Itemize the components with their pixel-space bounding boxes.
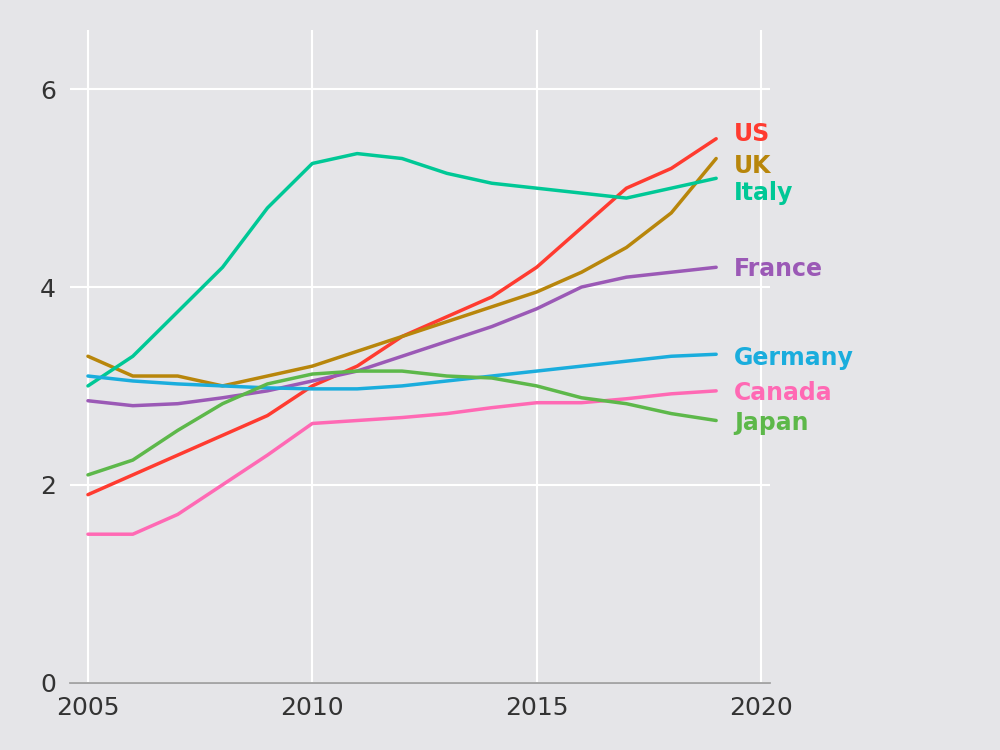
Text: Germany: Germany — [734, 346, 854, 370]
Text: Japan: Japan — [734, 412, 809, 436]
Text: Canada: Canada — [734, 381, 833, 405]
Text: UK: UK — [734, 154, 772, 178]
Text: Italy: Italy — [734, 182, 793, 206]
Text: US: US — [734, 122, 770, 146]
Text: France: France — [734, 257, 823, 281]
